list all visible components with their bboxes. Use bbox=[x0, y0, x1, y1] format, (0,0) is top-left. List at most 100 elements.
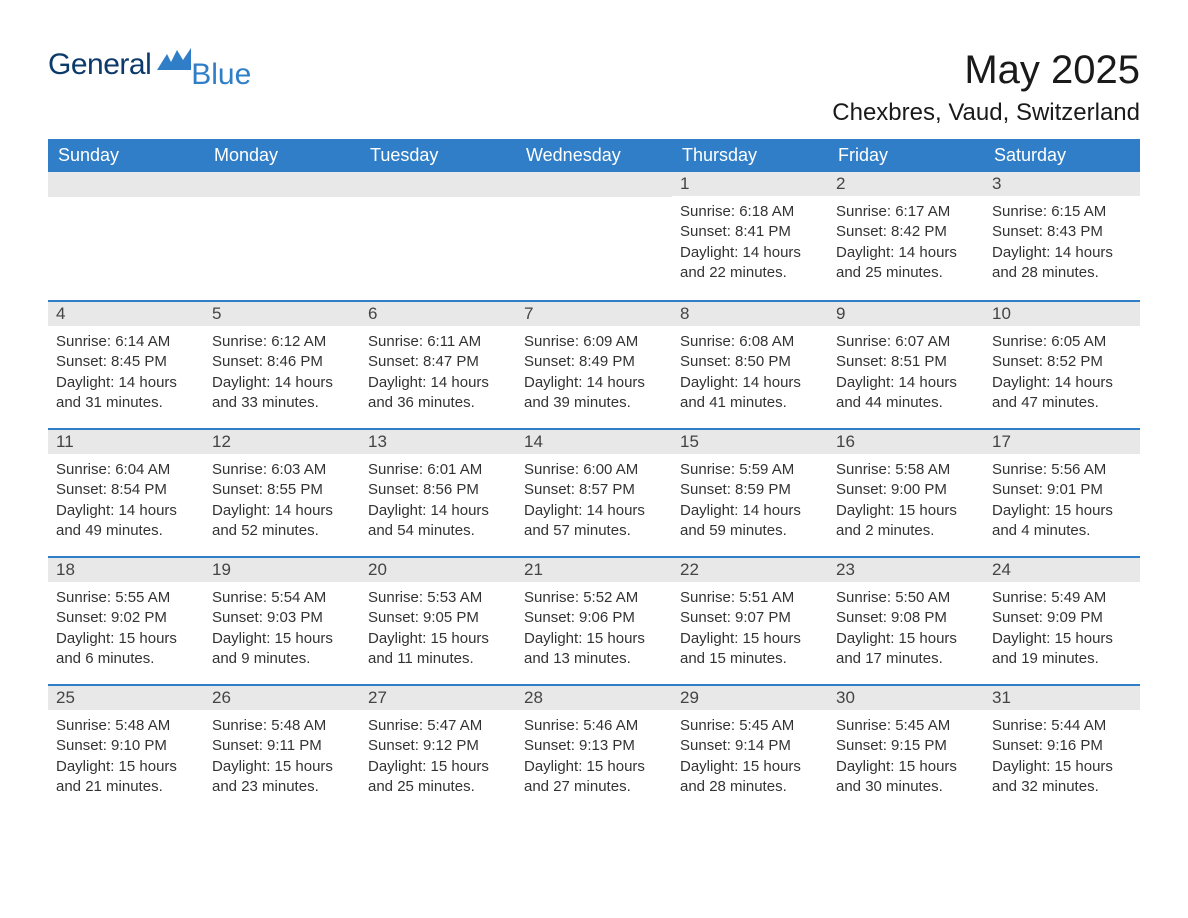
sunset-line: Sunset: 9:03 PM bbox=[212, 608, 352, 628]
sunset-line: Sunset: 9:06 PM bbox=[524, 608, 664, 628]
sunrise-line: Sunrise: 5:55 AM bbox=[56, 588, 196, 608]
day-number: 20 bbox=[360, 556, 516, 582]
daylight-line: Daylight: 15 hours and 13 minutes. bbox=[524, 629, 664, 670]
sunset-line: Sunset: 8:50 PM bbox=[680, 352, 820, 372]
sunrise-line: Sunrise: 5:49 AM bbox=[992, 588, 1132, 608]
calendar-cell: 22Sunrise: 5:51 AMSunset: 9:07 PMDayligh… bbox=[672, 556, 828, 684]
day-number: 27 bbox=[360, 684, 516, 710]
day-details: Sunrise: 6:07 AMSunset: 8:51 PMDaylight:… bbox=[828, 326, 984, 417]
sunset-line: Sunset: 8:47 PM bbox=[368, 352, 508, 372]
calendar-cell: 3Sunrise: 6:15 AMSunset: 8:43 PMDaylight… bbox=[984, 172, 1140, 300]
sunrise-line: Sunrise: 6:18 AM bbox=[680, 202, 820, 222]
daylight-line: Daylight: 14 hours and 47 minutes. bbox=[992, 373, 1132, 414]
day-header: Tuesday bbox=[360, 139, 516, 172]
sunrise-line: Sunrise: 6:08 AM bbox=[680, 332, 820, 352]
logo: General Blue bbox=[48, 48, 251, 82]
sunrise-line: Sunrise: 5:45 AM bbox=[836, 716, 976, 736]
day-number: 8 bbox=[672, 300, 828, 326]
sunset-line: Sunset: 9:05 PM bbox=[368, 608, 508, 628]
day-details: Sunrise: 5:53 AMSunset: 9:05 PMDaylight:… bbox=[360, 582, 516, 673]
sunrise-line: Sunrise: 5:48 AM bbox=[212, 716, 352, 736]
daylight-line: Daylight: 14 hours and 22 minutes. bbox=[680, 243, 820, 284]
day-number: 12 bbox=[204, 428, 360, 454]
logo-wave-icon bbox=[157, 48, 191, 75]
sunset-line: Sunset: 9:08 PM bbox=[836, 608, 976, 628]
calendar-body: 1Sunrise: 6:18 AMSunset: 8:41 PMDaylight… bbox=[48, 172, 1140, 812]
sunset-line: Sunset: 9:01 PM bbox=[992, 480, 1132, 500]
day-header: Friday bbox=[828, 139, 984, 172]
day-details: Sunrise: 5:51 AMSunset: 9:07 PMDaylight:… bbox=[672, 582, 828, 673]
daylight-line: Daylight: 15 hours and 32 minutes. bbox=[992, 757, 1132, 798]
daylight-line: Daylight: 14 hours and 57 minutes. bbox=[524, 501, 664, 542]
daylight-line: Daylight: 15 hours and 17 minutes. bbox=[836, 629, 976, 670]
calendar-cell: 17Sunrise: 5:56 AMSunset: 9:01 PMDayligh… bbox=[984, 428, 1140, 556]
calendar-cell: 6Sunrise: 6:11 AMSunset: 8:47 PMDaylight… bbox=[360, 300, 516, 428]
calendar-cell: 15Sunrise: 5:59 AMSunset: 8:59 PMDayligh… bbox=[672, 428, 828, 556]
day-number: 28 bbox=[516, 684, 672, 710]
sunrise-line: Sunrise: 5:53 AM bbox=[368, 588, 508, 608]
sunset-line: Sunset: 9:12 PM bbox=[368, 736, 508, 756]
day-number: 2 bbox=[828, 172, 984, 196]
sunrise-line: Sunrise: 6:03 AM bbox=[212, 460, 352, 480]
day-details: Sunrise: 5:48 AMSunset: 9:10 PMDaylight:… bbox=[48, 710, 204, 801]
day-number: 10 bbox=[984, 300, 1140, 326]
sunset-line: Sunset: 8:51 PM bbox=[836, 352, 976, 372]
daylight-line: Daylight: 14 hours and 31 minutes. bbox=[56, 373, 196, 414]
day-details: Sunrise: 5:54 AMSunset: 9:03 PMDaylight:… bbox=[204, 582, 360, 673]
daylight-line: Daylight: 15 hours and 19 minutes. bbox=[992, 629, 1132, 670]
day-number: 25 bbox=[48, 684, 204, 710]
calendar-cell: 5Sunrise: 6:12 AMSunset: 8:46 PMDaylight… bbox=[204, 300, 360, 428]
day-details: Sunrise: 6:17 AMSunset: 8:42 PMDaylight:… bbox=[828, 196, 984, 287]
daylight-line: Daylight: 15 hours and 27 minutes. bbox=[524, 757, 664, 798]
day-details: Sunrise: 5:56 AMSunset: 9:01 PMDaylight:… bbox=[984, 454, 1140, 545]
day-number: 15 bbox=[672, 428, 828, 454]
sunset-line: Sunset: 8:54 PM bbox=[56, 480, 196, 500]
calendar-cell: 19Sunrise: 5:54 AMSunset: 9:03 PMDayligh… bbox=[204, 556, 360, 684]
calendar-cell: 2Sunrise: 6:17 AMSunset: 8:42 PMDaylight… bbox=[828, 172, 984, 300]
sunset-line: Sunset: 9:16 PM bbox=[992, 736, 1132, 756]
calendar-cell: 25Sunrise: 5:48 AMSunset: 9:10 PMDayligh… bbox=[48, 684, 204, 812]
sunset-line: Sunset: 8:46 PM bbox=[212, 352, 352, 372]
sunrise-line: Sunrise: 5:46 AM bbox=[524, 716, 664, 736]
calendar-cell: 28Sunrise: 5:46 AMSunset: 9:13 PMDayligh… bbox=[516, 684, 672, 812]
title-block: May 2025 Chexbres, Vaud, Switzerland bbox=[832, 48, 1140, 127]
day-number: 19 bbox=[204, 556, 360, 582]
sunrise-line: Sunrise: 6:04 AM bbox=[56, 460, 196, 480]
calendar-cell: 23Sunrise: 5:50 AMSunset: 9:08 PMDayligh… bbox=[828, 556, 984, 684]
sunrise-line: Sunrise: 6:15 AM bbox=[992, 202, 1132, 222]
day-number: 6 bbox=[360, 300, 516, 326]
empty-day-bar bbox=[48, 172, 204, 197]
page-header: General Blue May 2025 Chexbres, Vaud, Sw… bbox=[48, 48, 1140, 127]
sunset-line: Sunset: 9:02 PM bbox=[56, 608, 196, 628]
calendar-cell: 26 Sunrise: 5:48 AMSunset: 9:11 PMDayligh… bbox=[204, 684, 360, 812]
sunset-line: Sunset: 9:14 PM bbox=[680, 736, 820, 756]
day-details: Sunrise: 6:11 AMSunset: 8:47 PMDaylight:… bbox=[360, 326, 516, 417]
daylight-line: Daylight: 14 hours and 39 minutes. bbox=[524, 373, 664, 414]
sunset-line: Sunset: 8:42 PM bbox=[836, 222, 976, 242]
day-number: 9 bbox=[828, 300, 984, 326]
daylight-line: Daylight: 15 hours and 23 minutes. bbox=[212, 757, 352, 798]
sunrise-line: Sunrise: 6:05 AM bbox=[992, 332, 1132, 352]
daylight-line: Daylight: 14 hours and 28 minutes. bbox=[992, 243, 1132, 284]
sunset-line: Sunset: 9:00 PM bbox=[836, 480, 976, 500]
sunrise-line: Sunrise: 6:11 AM bbox=[368, 332, 508, 352]
sunset-line: Sunset: 8:59 PM bbox=[680, 480, 820, 500]
day-number: 24 bbox=[984, 556, 1140, 582]
sunset-line: Sunset: 9:15 PM bbox=[836, 736, 976, 756]
day-number: 26 bbox=[204, 684, 360, 710]
day-details: Sunrise: 5:50 AMSunset: 9:08 PMDaylight:… bbox=[828, 582, 984, 673]
sunrise-line: Sunrise: 6:00 AM bbox=[524, 460, 664, 480]
day-details: Sunrise: 5:55 AMSunset: 9:02 PMDaylight:… bbox=[48, 582, 204, 673]
day-number: 4 bbox=[48, 300, 204, 326]
daylight-line: Daylight: 14 hours and 44 minutes. bbox=[836, 373, 976, 414]
day-details: Sunrise: 6:01 AMSunset: 8:56 PMDaylight:… bbox=[360, 454, 516, 545]
daylight-line: Daylight: 14 hours and 54 minutes. bbox=[368, 501, 508, 542]
daylight-line: Daylight: 15 hours and 28 minutes. bbox=[680, 757, 820, 798]
day-number: 18 bbox=[48, 556, 204, 582]
calendar-cell: 20Sunrise: 5:53 AMSunset: 9:05 PMDayligh… bbox=[360, 556, 516, 684]
sunrise-line: Sunrise: 5:47 AM bbox=[368, 716, 508, 736]
daylight-line: Daylight: 14 hours and 59 minutes. bbox=[680, 501, 820, 542]
sunset-line: Sunset: 9:11 PM bbox=[212, 736, 352, 756]
day-header: Sunday bbox=[48, 139, 204, 172]
calendar-cell bbox=[516, 172, 672, 300]
